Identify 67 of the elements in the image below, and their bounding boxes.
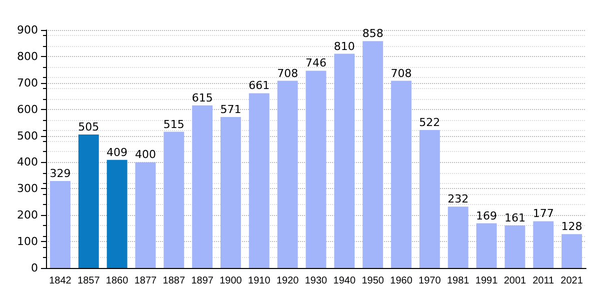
- y-tick-label: 900: [17, 24, 38, 36]
- bar: [504, 225, 526, 268]
- x-tick-label: 2011: [532, 276, 555, 286]
- y-tick-label: 300: [17, 182, 38, 196]
- data-label: 746: [306, 56, 326, 70]
- data-label: 571: [220, 103, 242, 116]
- data-label: 161: [504, 211, 526, 224]
- x-tick-label: 2001: [504, 276, 527, 286]
- x-tick-label: 1960: [390, 276, 413, 286]
- x-tick-label: 1900: [220, 276, 242, 286]
- y-tick-label: 200: [17, 208, 38, 222]
- x-tick-label: 2021: [560, 276, 584, 286]
- y-tick-label: 0: [31, 262, 38, 274]
- y-tick-label: 500: [17, 129, 38, 142]
- x-tick-label: 1950: [362, 276, 384, 286]
- data-label: 409: [106, 146, 128, 159]
- x-tick-label: 1970: [418, 276, 442, 286]
- bar: [562, 234, 582, 268]
- bar: [164, 132, 184, 268]
- bar: [277, 80, 298, 268]
- x-tick-label: 1981: [446, 276, 470, 286]
- data-label: 329: [50, 167, 71, 180]
- x-tick-label: 1940: [333, 276, 356, 286]
- x-tick-label: 1991: [475, 276, 498, 286]
- data-label: 505: [78, 120, 100, 134]
- data-label: 661: [248, 79, 270, 92]
- data-label: 708: [390, 66, 412, 80]
- x-tick-label: 1930: [304, 276, 328, 286]
- y-tick-label: 700: [17, 76, 38, 90]
- bar: [106, 160, 128, 268]
- x-tick-label: 1842: [49, 276, 72, 286]
- data-label: 522: [419, 116, 440, 129]
- bar: [50, 181, 70, 268]
- data-label: 708: [277, 66, 298, 80]
- data-label: 177: [532, 207, 554, 220]
- bar: [533, 221, 554, 268]
- bar: [391, 80, 412, 268]
- bar: [220, 117, 241, 268]
- x-tick-label: 1897: [191, 276, 214, 286]
- bar: [248, 93, 270, 268]
- x-tick-label: 1910: [248, 276, 271, 286]
- bar: [78, 134, 99, 268]
- x-tick-label: 1860: [106, 276, 129, 286]
- x-tick-label: 1920: [276, 276, 300, 286]
- x-tick-label: 1857: [78, 276, 100, 286]
- data-label: 810: [334, 40, 355, 53]
- bar: [448, 206, 468, 268]
- y-tick-label: 100: [17, 235, 38, 248]
- bar: [476, 223, 497, 268]
- y-tick-label: 600: [17, 102, 38, 116]
- data-label: 169: [476, 209, 498, 222]
- y-tick-label: 400: [17, 156, 38, 169]
- y-tick-label: 800: [17, 50, 38, 63]
- bar: [334, 54, 355, 268]
- bar: [419, 130, 440, 268]
- bar: [306, 70, 326, 268]
- data-label: 128: [561, 220, 582, 234]
- x-tick-label: 1877: [134, 276, 158, 286]
- bar: [135, 162, 156, 268]
- data-label: 400: [134, 148, 156, 162]
- data-label: 858: [362, 27, 384, 40]
- data-label: 515: [163, 118, 184, 131]
- bar: [362, 41, 384, 268]
- data-label: 232: [448, 192, 469, 206]
- data-label: 615: [192, 91, 213, 104]
- bar: [192, 105, 213, 268]
- x-tick-label: 1887: [162, 276, 186, 286]
